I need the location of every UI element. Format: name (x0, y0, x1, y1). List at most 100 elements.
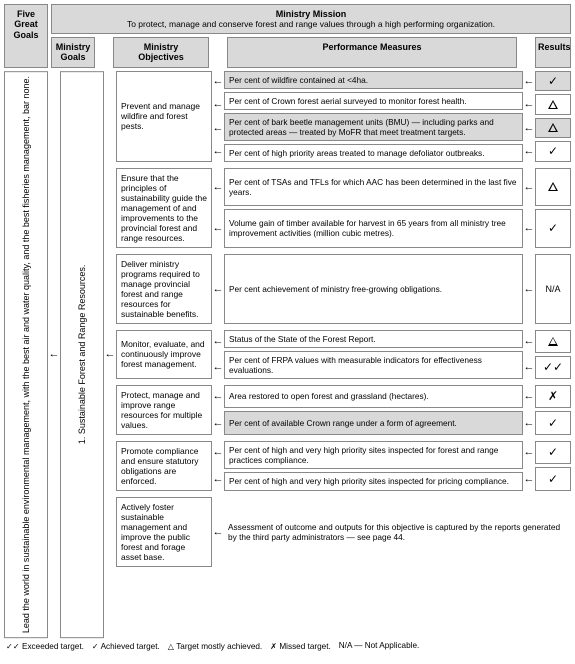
legend-item: △ Target mostly achieved. (168, 641, 262, 651)
arrow-icon: ← (523, 141, 535, 162)
legend: ✓✓ Exceeded target. ✓ Achieved target. △ T… (4, 638, 571, 654)
result-box: ✓ (535, 411, 571, 435)
objective-note: Assessment of outcome and outputs for th… (224, 497, 571, 567)
measure-box: Status of the State of the Forest Report… (224, 330, 523, 348)
body-row: Lead the world in sustainable environmen… (4, 71, 571, 638)
objective-row: Monitor, evaluate, and continuously impr… (116, 330, 571, 379)
objective-box: Promote compliance and ensure statutory … (116, 441, 212, 491)
arrow-col-obj: ← (212, 497, 224, 567)
measure-box: Per cent of high priority areas treated … (224, 144, 523, 162)
results-col: ✓✓ (535, 330, 571, 379)
five-goals-box: Lead the world in sustainable environmen… (4, 71, 48, 638)
objective-row: Promote compliance and ensure statutory … (116, 441, 571, 491)
arrow-icon: ← (523, 356, 535, 379)
measure-box: Per cent of high and very high priority … (224, 441, 523, 469)
mission-title: Ministry Mission (54, 9, 568, 19)
result-box: N/A (535, 254, 571, 324)
arrow-col-obj: ←←←← (212, 71, 224, 162)
arrow-goals-to-five: ← (48, 71, 60, 638)
arrow-icon: ← (523, 411, 535, 435)
arrow-col-obj: ←← (212, 385, 224, 435)
arrow-obj-to-goal: ← (104, 71, 116, 638)
measures-col: Status of the State of the Forest Report… (224, 330, 523, 379)
legend-item: N/A — Not Applicable. (339, 641, 420, 651)
arrow-col-obj: ←← (212, 330, 224, 379)
measure-box: Volume gain of timber available for harv… (224, 209, 523, 248)
result-box: ✓ (535, 141, 571, 162)
measure-box: Per cent of wildfire contained at <4ha. (224, 71, 523, 89)
arrow-icon: ← (212, 385, 224, 409)
objective-box: Actively foster sustainable management a… (116, 497, 212, 567)
objective-box: Prevent and manage wildfire and forest p… (116, 71, 212, 162)
arrow-icon: ← (212, 411, 224, 435)
arrow-icon: ← (523, 330, 535, 353)
objective-box: Ensure that the principles of sustainabi… (116, 168, 212, 248)
arrow-icon: ← (212, 254, 224, 324)
header-row: Five Great Goals Ministry Mission To pro… (4, 4, 571, 68)
objective-row: Ensure that the principles of sustainabi… (116, 168, 571, 248)
results-col: ✗✓ (535, 385, 571, 435)
arrow-icon: ← (212, 441, 224, 465)
results-col: ✓✓ (535, 441, 571, 491)
arrow-col-res: ←← (523, 168, 535, 248)
arrow-icon: ← (523, 441, 535, 465)
ministry-goal-text: 1. Sustainable Forest and Range Resource… (77, 264, 87, 444)
result-box: ✓✓ (535, 356, 571, 379)
arrow-col-res: ← (523, 254, 535, 324)
ministry-goal-box: 1. Sustainable Forest and Range Resource… (60, 71, 104, 638)
result-box: ✗ (535, 385, 571, 409)
arrow-icon: ← (212, 467, 224, 491)
objective-row: Prevent and manage wildfire and forest p… (116, 71, 571, 162)
legend-item: ✓ Achieved target. (92, 641, 160, 651)
arrow-icon: ← (212, 141, 224, 162)
arrow-icon: ← (212, 209, 224, 248)
result-box: ✓ (535, 71, 571, 92)
hdr-five-goals: Five Great Goals (4, 4, 48, 68)
measures-col: Per cent of high and very high priority … (224, 441, 523, 491)
arrow-icon: ← (523, 209, 535, 248)
result-box (535, 330, 571, 353)
measure-box: Area restored to open forest and grassla… (224, 385, 523, 409)
arrow-col-res: ←← (523, 441, 535, 491)
arrow-icon: ← (523, 168, 535, 207)
measure-box: Per cent of bark beetle management units… (224, 113, 523, 141)
result-box (535, 118, 571, 139)
arrow-icon: ← (523, 467, 535, 491)
arrow-icon: ← (212, 497, 224, 567)
arrow-icon: ← (523, 385, 535, 409)
arrow-icon: ← (212, 330, 224, 353)
measures-col: Per cent of TSAs and TFLs for which AAC … (224, 168, 523, 248)
arrow-col-res: ←← (523, 385, 535, 435)
five-goals-text: Lead the world in sustainable environmen… (21, 76, 31, 633)
measure-box: Per cent of TSAs and TFLs for which AAC … (224, 168, 523, 207)
arrow-icon: ← (212, 356, 224, 379)
measure-box: Per cent achievement of ministry free-gr… (224, 254, 523, 324)
measure-box: Per cent of FRPA values with measurable … (224, 351, 523, 379)
hdr-ministry-goals: Ministry Goals (51, 37, 95, 68)
arrow-icon: ← (212, 71, 224, 92)
legend-item: ✗ Missed target. (270, 641, 331, 651)
arrow-icon: ← (523, 71, 535, 92)
arrow-col-res: ←← (523, 330, 535, 379)
hdr-mission: Ministry Mission To protect, manage and … (51, 4, 571, 34)
objective-row: Actively foster sustainable management a… (116, 497, 571, 567)
legend-item: ✓✓ Exceeded target. (6, 641, 84, 651)
objective-row: Protect, manage and improve range resour… (116, 385, 571, 435)
measures-col: Area restored to open forest and grassla… (224, 385, 523, 435)
objective-box: Deliver ministry programs required to ma… (116, 254, 212, 324)
arrow-icon: ← (523, 254, 535, 324)
measures-col: Per cent achievement of ministry free-gr… (224, 254, 523, 324)
hdr-objectives: Ministry Objectives (113, 37, 209, 68)
result-box (535, 168, 571, 207)
arrow-icon: ← (212, 94, 224, 115)
objectives-container: Prevent and manage wildfire and forest p… (116, 71, 571, 638)
hdr-measures: Performance Measures (227, 37, 517, 68)
objective-box: Monitor, evaluate, and continuously impr… (116, 330, 212, 379)
arrow-col-obj: ←← (212, 441, 224, 491)
results-col: ✓✓ (535, 71, 571, 162)
result-box (535, 94, 571, 115)
arrow-col-obj: ←← (212, 168, 224, 248)
hdr-results: Results (535, 37, 571, 68)
arrow-icon: ← (212, 168, 224, 207)
measures-col: Per cent of wildfire contained at <4ha. P… (224, 71, 523, 162)
